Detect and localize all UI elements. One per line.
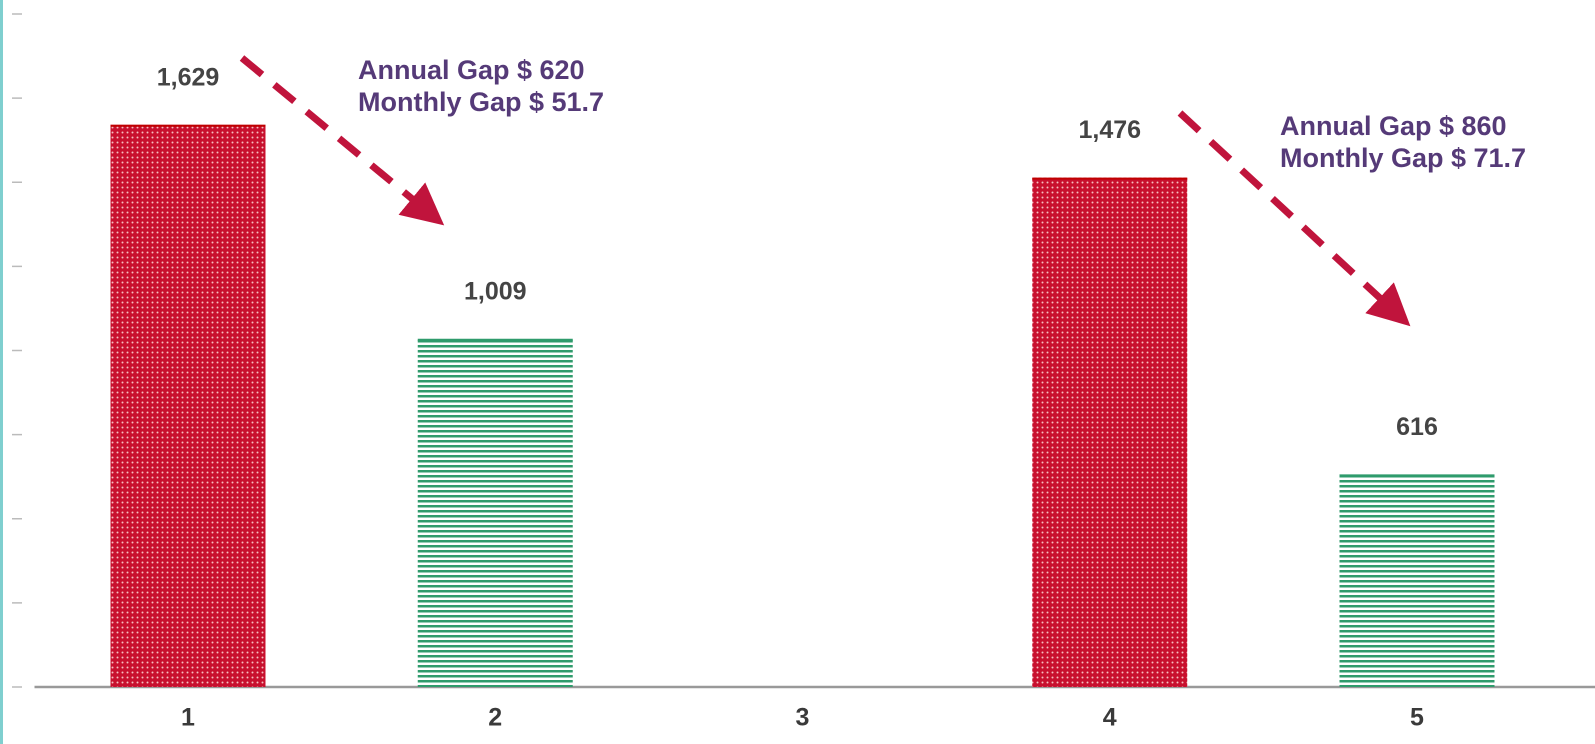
x-tick-label: 1 (181, 704, 195, 732)
x-tick-label: 5 (1410, 704, 1424, 732)
x-tick-label: 3 (796, 704, 810, 732)
annotation: Monthly Gap $ 51.7 (358, 87, 604, 117)
bar (1032, 177, 1188, 688)
x-tick-label: 4 (1103, 704, 1117, 732)
annotation: Monthly Gap $ 71.7 (1280, 143, 1526, 173)
bar (1339, 474, 1495, 687)
bar (110, 124, 266, 688)
gap-arrow (1177, 110, 1411, 327)
data-label: 1,629 (157, 63, 220, 91)
left-border (0, 0, 3, 744)
annotation: Annual Gap $ 860 (1280, 111, 1507, 141)
bar (417, 338, 573, 687)
data-label: 616 (1396, 413, 1438, 441)
data-label: 1,476 (1078, 116, 1141, 144)
x-tick-label: 2 (488, 704, 502, 732)
data-label: 1,009 (464, 277, 527, 305)
annotation: Annual Gap $ 620 (358, 55, 585, 85)
